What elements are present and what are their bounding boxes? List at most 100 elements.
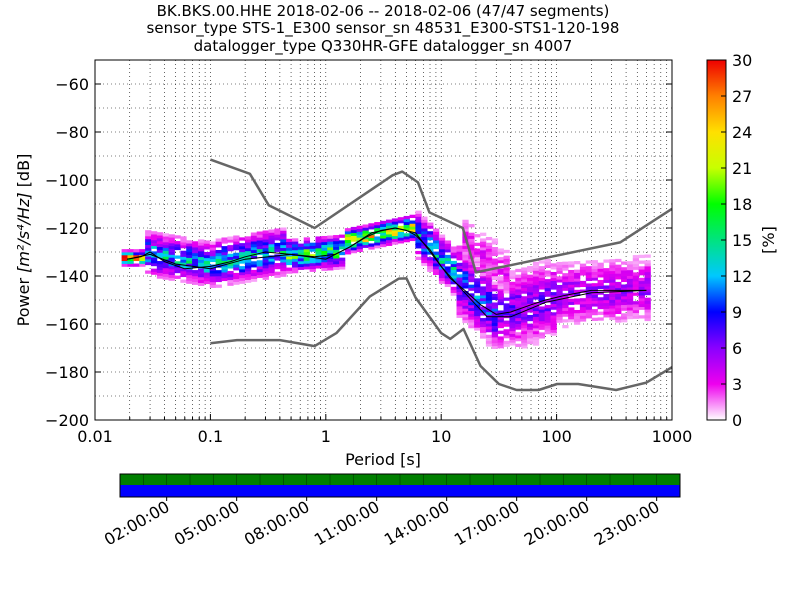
density-cell (438, 254, 446, 258)
timeline-label: 02:00:00 (101, 497, 173, 549)
density-cell (644, 291, 651, 296)
density-cell (421, 236, 428, 241)
x-axis-ticks: 0.01 0.1 1 10 100 1000 (77, 414, 692, 446)
density-cell (485, 300, 493, 304)
density-cell (315, 262, 322, 266)
density-cell (168, 248, 175, 252)
density-cell (644, 277, 651, 281)
density-cell (456, 308, 463, 313)
density-cell (597, 268, 604, 272)
density-cell (462, 273, 469, 278)
density-cell (485, 294, 493, 298)
density-cell (215, 273, 222, 277)
density-cell (480, 286, 487, 290)
density-cell (192, 272, 199, 277)
density-cell (262, 233, 269, 237)
density-cell (239, 266, 246, 270)
density-cell (632, 304, 640, 308)
density-cell (503, 287, 510, 291)
density-cell (538, 268, 546, 273)
density-cell (485, 343, 493, 347)
density-cell (480, 261, 487, 265)
density-cell (268, 264, 275, 268)
density-cell (162, 239, 169, 243)
density-cell (462, 219, 469, 224)
density-cell (644, 271, 651, 276)
density-cell (186, 246, 193, 250)
density-cell (615, 296, 622, 300)
density-cell (280, 233, 287, 237)
density-cell (150, 268, 158, 272)
density-cell (609, 313, 616, 318)
density-cell (309, 268, 316, 272)
density-cell (291, 241, 299, 245)
density-cell (280, 259, 287, 263)
density-cell (474, 286, 481, 291)
density-cell (532, 313, 540, 317)
timeline-label: 11:00:00 (311, 497, 383, 549)
density-cell (474, 281, 481, 285)
density-cell (444, 275, 452, 279)
density-cell (180, 270, 187, 275)
density-cell (603, 305, 610, 309)
density-cell (591, 303, 598, 307)
density-cell (338, 243, 346, 247)
density-cell (327, 267, 334, 271)
density-cell (168, 265, 175, 270)
title-line-3: datalogger_type Q330HR-GFE datalogger_sn… (194, 37, 573, 56)
density-cell (268, 249, 275, 253)
density-cell (244, 259, 252, 263)
density-cell (233, 267, 240, 271)
density-cell (162, 276, 169, 280)
density-cell (433, 251, 440, 255)
density-cell (621, 261, 628, 265)
density-cell (491, 264, 499, 268)
density-cell (209, 267, 217, 271)
x-tick-label: 10 (431, 427, 451, 446)
density-cell (632, 309, 640, 314)
density-cell (550, 300, 557, 305)
density-cell (233, 241, 240, 245)
density-cell (603, 271, 610, 275)
density-cell (215, 238, 222, 242)
density-cell (186, 240, 193, 244)
density-cell (321, 244, 328, 248)
density-cell (197, 268, 205, 272)
density-cell (221, 248, 228, 253)
density-cell (380, 235, 387, 239)
density-cell (215, 270, 222, 274)
density-cell (468, 224, 475, 228)
density-cell (497, 298, 504, 303)
density-cell (550, 274, 557, 279)
density-cell (368, 223, 375, 227)
density-cell (480, 326, 487, 330)
density-cell (280, 247, 287, 251)
density-cell (368, 243, 375, 247)
density-cell (186, 260, 193, 264)
density-cell (456, 251, 463, 255)
density-cell (250, 246, 258, 251)
density-cell (480, 292, 487, 296)
density-cell (150, 259, 158, 264)
density-cell (521, 316, 528, 320)
density-cell (626, 292, 634, 297)
density-cell (186, 254, 193, 258)
density-cell (591, 291, 598, 296)
density-cell (556, 284, 563, 289)
density-cell (150, 231, 158, 235)
density-cell (297, 255, 305, 259)
density-cell (462, 319, 469, 324)
timeline-label: 20:00:00 (521, 497, 593, 549)
density-cell (333, 263, 340, 268)
density-cell (197, 245, 205, 249)
colorbar-tick-label: 15 (732, 231, 752, 250)
density-cell (609, 287, 616, 292)
density-cell (626, 261, 634, 265)
density-cell (450, 246, 457, 250)
density-cell (562, 278, 569, 283)
density-cell (456, 311, 463, 316)
density-cell (574, 298, 581, 302)
density-cell (244, 270, 252, 275)
density-cell (497, 285, 504, 290)
density-cell (615, 293, 622, 297)
